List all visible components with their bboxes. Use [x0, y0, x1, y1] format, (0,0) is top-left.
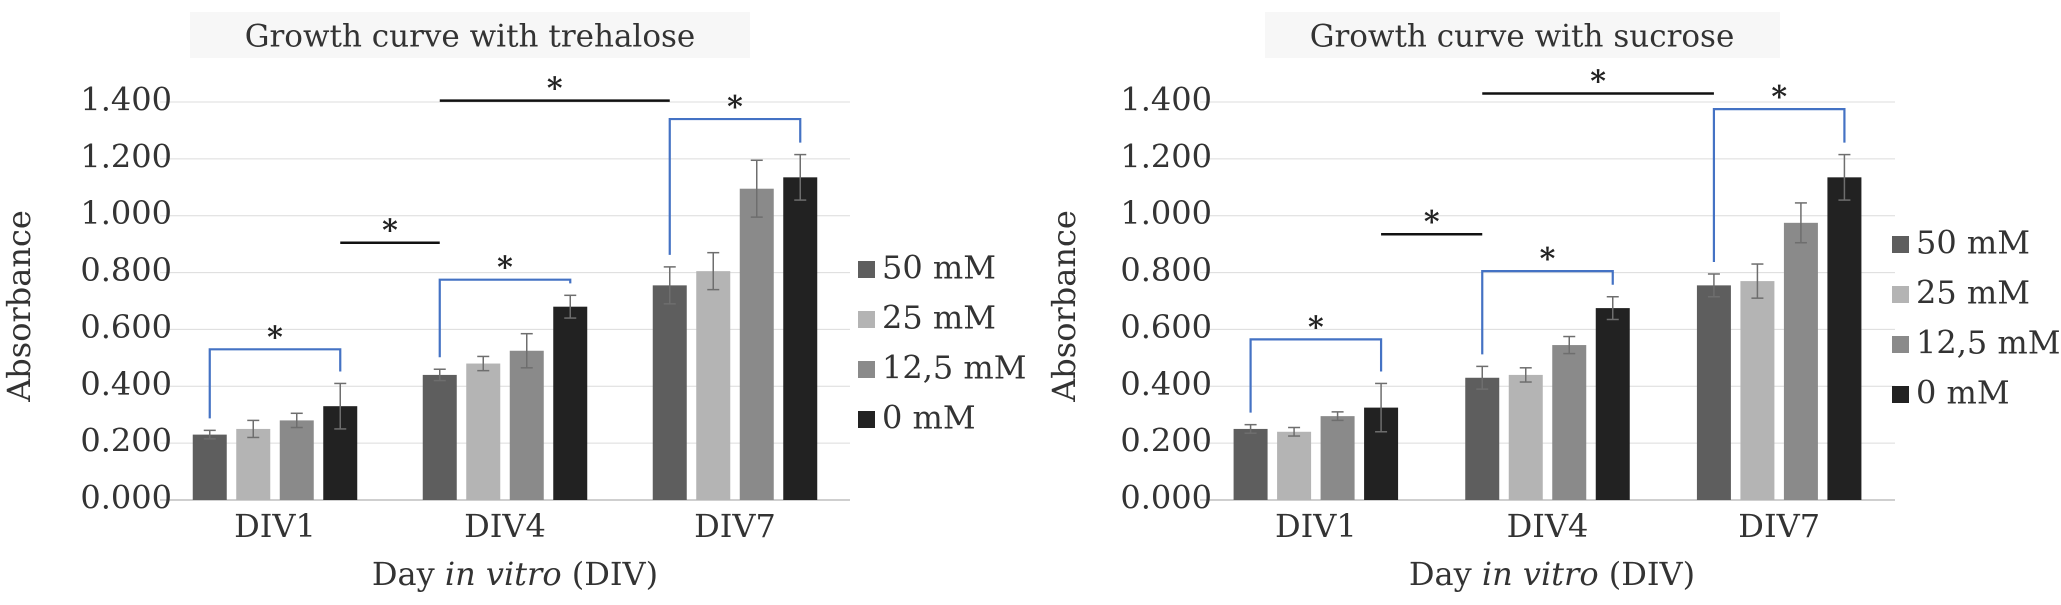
title-background — [1265, 12, 1780, 58]
y-tick-label: 1.200 — [1120, 137, 1212, 175]
title-background — [190, 12, 750, 58]
legend-label: 25 mM — [1916, 274, 2030, 312]
bar — [783, 177, 818, 501]
y-tick-label: 0.800 — [80, 251, 172, 289]
x-tick-label: DIV1 — [234, 507, 316, 545]
y-tick-label: 0.400 — [1120, 365, 1212, 403]
x-axis-title: Day in vitro (DIV) — [1409, 555, 1695, 593]
bar — [1465, 377, 1500, 500]
x-tick-label: DIV4 — [464, 507, 546, 545]
bar — [1595, 308, 1630, 500]
bar — [1277, 431, 1312, 500]
significance-star: * — [267, 320, 283, 355]
x-tick-label: DIV1 — [1275, 507, 1357, 545]
y-tick-label: 1.000 — [80, 194, 172, 232]
significance-bracket — [668, 117, 802, 255]
legend-swatch — [858, 361, 875, 378]
bar — [1508, 374, 1543, 500]
legend-swatch — [1892, 336, 1909, 353]
significance-bracket — [1712, 108, 1846, 262]
y-tick-label: 1.200 — [80, 137, 172, 175]
x-axis-title: Day in vitro (DIV) — [372, 555, 658, 593]
sucrose-chart: Growth curve with sucrose Absorbance Day… — [1045, 12, 2061, 593]
bar — [1740, 281, 1775, 500]
bar — [1552, 345, 1587, 500]
significance-star: * — [382, 214, 398, 249]
legend-label: 50 mM — [882, 249, 996, 287]
y-axis-title: Absorbance — [0, 210, 38, 403]
bar — [1233, 428, 1268, 500]
x-tick-label: DIV7 — [694, 507, 776, 545]
significance-star: * — [1771, 80, 1787, 115]
legend-label: 25 mM — [882, 299, 996, 337]
significance-star: * — [547, 72, 563, 107]
significance-bracket — [208, 348, 342, 419]
legend-label: 0 mM — [882, 399, 976, 437]
bar — [553, 306, 588, 500]
x-tick-label: DIV7 — [1738, 507, 1820, 545]
y-tick-label: 1.400 — [1120, 81, 1212, 119]
y-tick-label: 0.200 — [1120, 422, 1212, 460]
legend-swatch — [858, 411, 875, 428]
significance-star: * — [497, 251, 513, 286]
x-tick-label: DIV4 — [1507, 507, 1589, 545]
legend-swatch — [1892, 236, 1909, 253]
legend-label: 12,5 mM — [1916, 324, 2061, 362]
bar — [236, 428, 271, 500]
y-tick-label: 0.000 — [80, 479, 172, 517]
bar — [1827, 177, 1862, 501]
y-tick-label: 0.400 — [80, 365, 172, 403]
y-axis-title: Absorbance — [1045, 210, 1083, 403]
bar — [509, 350, 544, 500]
bar — [192, 434, 227, 500]
bar — [1696, 285, 1731, 500]
significance-star: * — [1424, 205, 1440, 240]
legend-label: 0 mM — [1916, 374, 2010, 412]
significance-bracket — [1481, 270, 1614, 355]
significance-star: * — [1590, 64, 1606, 99]
y-tick-label: 1.000 — [1120, 194, 1212, 232]
significance-star: * — [1540, 242, 1556, 277]
chart-title: Growth curve with trehalose — [245, 19, 696, 55]
y-tick-label: 1.400 — [80, 81, 172, 119]
legend-label: 50 mM — [1916, 224, 2030, 262]
y-tick-label: 0.600 — [80, 308, 172, 346]
significance-star: * — [1308, 310, 1324, 345]
significance-bracket — [438, 278, 572, 358]
y-tick-label: 0.200 — [80, 422, 172, 460]
legend-swatch — [1892, 386, 1909, 403]
bar — [1320, 416, 1355, 500]
bar — [466, 363, 501, 500]
legend-swatch — [858, 311, 875, 328]
y-tick-label: 0.800 — [1120, 251, 1212, 289]
legend-label: 12,5 mM — [882, 349, 1027, 387]
significance-bracket — [1249, 338, 1383, 413]
bar — [1783, 222, 1818, 501]
bar — [422, 374, 457, 500]
legend-swatch — [858, 261, 875, 278]
chart-title: Growth curve with sucrose — [1310, 19, 1735, 55]
y-tick-label: 0.000 — [1120, 479, 1212, 517]
bar — [652, 285, 687, 500]
bar — [739, 188, 774, 500]
bar — [279, 420, 314, 500]
y-tick-label: 0.600 — [1120, 308, 1212, 346]
significance-star: * — [727, 90, 743, 125]
legend-swatch — [1892, 286, 1909, 303]
trehalose-chart: Growth curve with trehalose Absorbance D… — [0, 12, 1027, 593]
bar — [696, 271, 731, 500]
